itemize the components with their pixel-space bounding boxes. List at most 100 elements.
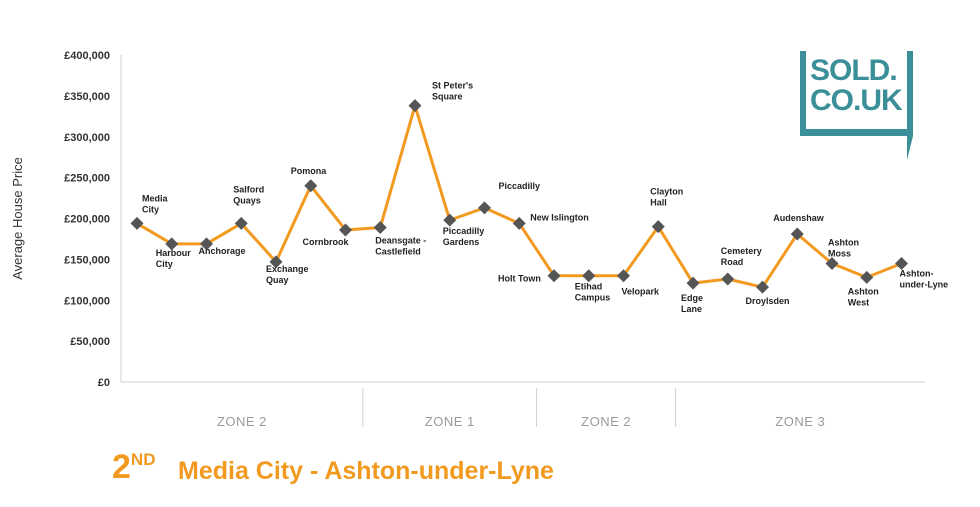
data-point-label-line: Pomona — [291, 166, 327, 176]
y-tick-label: £300,000 — [64, 132, 110, 144]
logo-line-1: SOLD. — [810, 54, 898, 87]
data-point-label-line: Road — [721, 257, 744, 267]
data-point-label-line: Anchorage — [199, 246, 246, 256]
data-point-marker — [234, 216, 248, 230]
data-point-marker — [339, 223, 352, 237]
data-point-marker — [443, 213, 457, 227]
data-point-label-line: Clayton — [650, 187, 683, 197]
data-point-label-line: Velopark — [622, 287, 661, 297]
data-point-label-line: Harbour — [156, 248, 192, 258]
data-point-label: New Islington — [530, 212, 589, 222]
data-point-label-line: Salford — [233, 184, 264, 194]
data-point-label-line: Moss — [828, 248, 851, 258]
data-point-label-line: Gardens — [443, 237, 480, 247]
data-point-marker — [825, 256, 839, 270]
data-point-label-line: Cemetery — [721, 246, 762, 256]
data-point-label-line: West — [848, 297, 869, 307]
data-point-label-line: Exchange — [266, 264, 309, 274]
data-point-marker — [512, 216, 526, 230]
data-point-label: Pomona — [291, 166, 327, 176]
data-point-marker — [721, 272, 735, 286]
data-point-marker — [790, 227, 804, 241]
zone-label: ZONE 2 — [581, 414, 631, 429]
y-tick-label: £0 — [98, 377, 110, 389]
data-point-marker — [617, 269, 630, 283]
data-point-label: Cornbrook — [303, 237, 350, 247]
data-point-label: Cemetery Road — [721, 246, 762, 267]
data-point-marker — [130, 216, 144, 230]
data-point-label: Piccadilly Gardens — [443, 226, 485, 247]
data-point-label-line: Ashton — [848, 286, 879, 296]
sold-co-uk-logo: SOLD. CO.UK — [800, 51, 913, 136]
data-point-marker — [756, 280, 769, 294]
data-point-label-line: Quays — [233, 195, 261, 205]
y-tick-label: £100,000 — [64, 295, 110, 307]
data-point-label: Audenshaw — [773, 213, 825, 223]
data-point-marker — [373, 220, 387, 234]
data-point-label-line: Media — [142, 193, 169, 203]
y-tick-label: £150,000 — [64, 254, 110, 266]
data-point-marker — [304, 179, 318, 193]
data-point-label-line: St Peter's — [432, 81, 473, 91]
data-point-marker — [582, 269, 596, 283]
data-point-label-line: Edge — [681, 293, 703, 303]
data-point-label-line: Deansgate - — [375, 235, 426, 245]
logo-line-2: CO.UK — [810, 84, 903, 117]
data-point-label: Harbour City — [156, 248, 192, 269]
data-point-marker — [478, 201, 491, 215]
zone-label: ZONE 1 — [425, 414, 475, 429]
rank-value: 2 — [112, 448, 131, 486]
data-point-label-line: City — [142, 204, 159, 214]
data-point-label: Holt Town — [498, 274, 541, 284]
data-point-label-line: Castlefield — [375, 246, 421, 256]
data-point-label-line: Audenshaw — [773, 213, 825, 223]
y-tick-label: £200,000 — [64, 214, 110, 226]
y-axis-label: Average House Price — [10, 157, 25, 280]
data-point-label-line: Hall — [650, 198, 667, 208]
logo-tail — [907, 136, 913, 160]
data-point-marker — [408, 99, 422, 113]
data-point-label-line: Etihad — [575, 282, 603, 292]
data-point-label: Deansgate -Castlefield — [375, 235, 426, 256]
data-point-marker — [895, 256, 908, 270]
data-point-label: Droylsden — [746, 296, 790, 306]
data-point-marker — [547, 269, 561, 283]
data-point-marker — [860, 270, 874, 284]
data-point-marker — [165, 237, 179, 251]
data-point-marker — [686, 276, 700, 290]
data-point-label: Ashton West — [848, 286, 879, 307]
data-point-label: Exchange Quay — [266, 264, 309, 285]
y-tick-label: £400,000 — [64, 50, 110, 62]
data-point-label-line: Piccadilly — [499, 181, 541, 191]
zone-label: ZONE 3 — [775, 414, 825, 429]
data-point-label-line: Cornbrook — [303, 237, 350, 247]
data-point-label: Etihad Campus — [575, 282, 611, 303]
data-point-label-line: Piccadilly — [443, 226, 485, 236]
data-point-label: Anchorage — [199, 246, 246, 256]
data-point-label-line: City — [156, 259, 173, 269]
zone-label: ZONE 2 — [217, 414, 267, 429]
data-point-marker — [269, 255, 283, 269]
data-point-label: Ashton Moss — [828, 237, 859, 258]
data-point-label-line: under-Lyne — [900, 279, 949, 289]
data-point-label-line: Ashton — [828, 237, 859, 247]
data-point-marker — [651, 220, 665, 234]
data-point-label: Edge Lane — [681, 293, 703, 314]
data-point-label: Ashton-under-Lyne — [900, 268, 949, 289]
data-point-label-line: New Islington — [530, 212, 589, 222]
data-point-label: Clayton Hall — [650, 187, 683, 208]
data-point-label-line: Ashton- — [900, 268, 934, 278]
data-point-label-line: Droylsden — [746, 296, 790, 306]
data-point-label: St Peter's Square — [432, 81, 473, 102]
data-point-label: Velopark — [622, 287, 661, 297]
route-title: Media City - Ashton-under-Lyne — [178, 457, 554, 485]
rank-suffix: ND — [130, 450, 156, 469]
data-point-label: Piccadilly — [499, 181, 541, 191]
data-point-label-line: Quay — [266, 275, 289, 285]
data-point-label: Salford Quays — [233, 184, 264, 205]
data-point-label-line: Holt Town — [498, 274, 541, 284]
y-tick-label: £350,000 — [64, 91, 110, 103]
data-point-label-line: Campus — [575, 293, 611, 303]
data-point-marker — [200, 237, 213, 251]
